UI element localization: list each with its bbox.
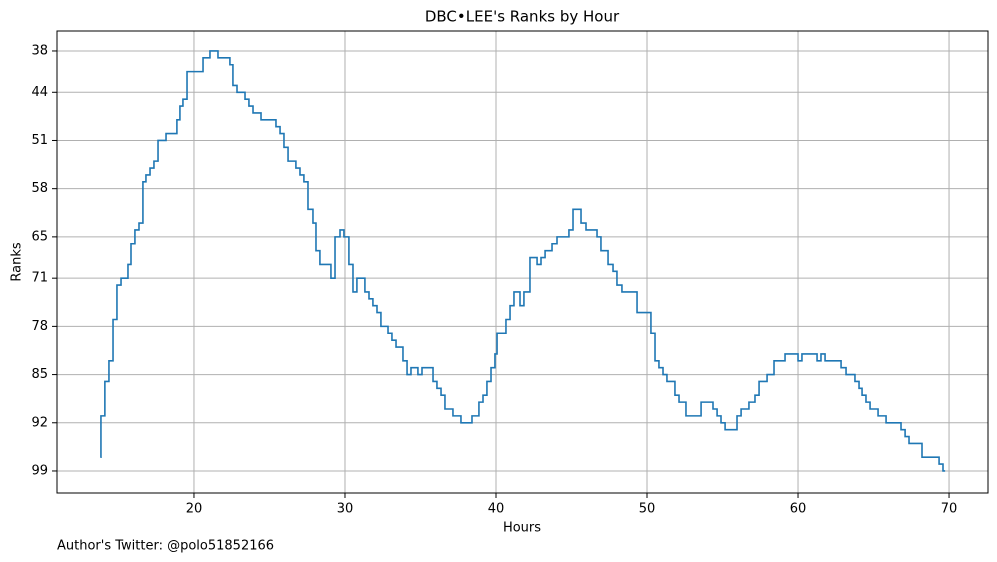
annotation: Author's Twitter: @polo51852166 xyxy=(57,539,274,554)
y-tick-label: 85 xyxy=(31,367,48,382)
y-tick-label: 78 xyxy=(31,319,48,334)
x-tick-label: 60 xyxy=(790,502,807,517)
y-tick-label: 58 xyxy=(31,181,48,196)
y-tick-label: 92 xyxy=(31,415,48,430)
x-tick-label: 70 xyxy=(941,502,958,517)
x-tick-label: 40 xyxy=(488,502,505,517)
chart-title: DBC•LEE's Ranks by Hour xyxy=(425,8,620,26)
y-tick-label: 71 xyxy=(31,271,48,286)
x-axis-label: Hours xyxy=(503,521,541,536)
x-tick-label: 20 xyxy=(186,502,203,517)
y-axis-label: Ranks xyxy=(10,242,25,281)
y-tick-label: 51 xyxy=(31,133,48,148)
x-tick-label: 50 xyxy=(639,502,656,517)
step-line xyxy=(100,50,946,472)
y-tick-label: 38 xyxy=(31,43,48,58)
y-tick-label: 99 xyxy=(31,463,48,478)
y-tick-label: 44 xyxy=(31,85,48,100)
y-tick-label: 65 xyxy=(31,229,48,244)
x-tick-label: 30 xyxy=(337,502,354,517)
plot-frame xyxy=(56,30,989,494)
